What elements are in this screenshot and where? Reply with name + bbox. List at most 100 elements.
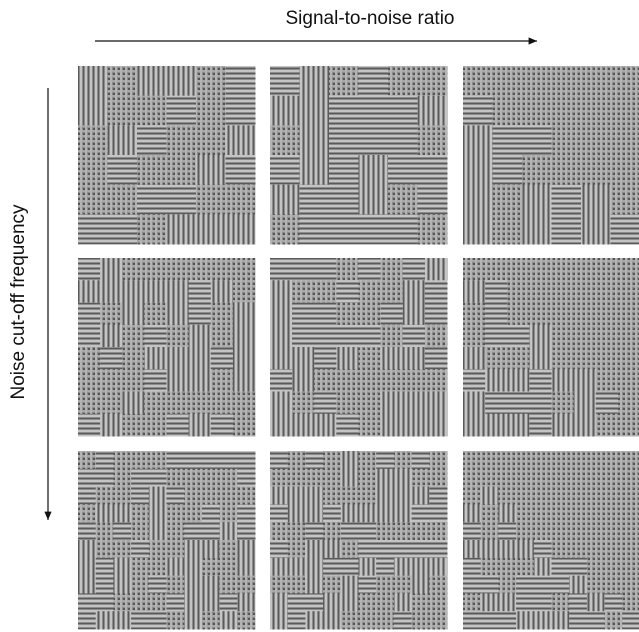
texture-patch (529, 280, 552, 303)
texture-patch (323, 522, 341, 540)
texture-patch (144, 414, 167, 437)
texture-patch (552, 347, 575, 370)
texture-patch (196, 185, 226, 215)
texture-patch (288, 558, 306, 576)
texture-patch (418, 125, 448, 155)
texture-patch (507, 258, 530, 281)
texture-patch (516, 469, 534, 487)
texture-patch (463, 185, 493, 215)
texture-patch (429, 451, 447, 469)
texture-patch (622, 540, 639, 558)
texture-patch (226, 214, 256, 244)
texture-patch (463, 280, 486, 303)
texture-patch (376, 504, 394, 522)
texture-patch (463, 593, 481, 611)
texture-patch (359, 258, 382, 281)
texture-patch (622, 469, 639, 487)
texture-patch (167, 303, 190, 326)
texture-patch (184, 451, 202, 469)
texture-patch (498, 540, 516, 558)
texture-patch (270, 369, 293, 392)
texture-patch (300, 66, 330, 96)
texture-patch (381, 325, 404, 348)
texture-patch (552, 325, 575, 348)
texture-patch (329, 125, 359, 155)
texture-patch (493, 66, 523, 96)
texture-patch (144, 392, 167, 415)
texture-patch (167, 214, 197, 244)
texture-patch (211, 414, 234, 437)
texture-patch (403, 303, 426, 326)
texture-patch (336, 280, 359, 303)
texture-patch (552, 392, 575, 415)
texture-patch (270, 504, 288, 522)
texture-patch (412, 576, 430, 594)
texture-patch (96, 469, 114, 487)
texture-patch (581, 214, 611, 244)
texture-patch (552, 66, 582, 96)
texture-patch (359, 487, 377, 505)
texture-patch (403, 325, 426, 348)
texture-patch (122, 258, 145, 281)
texture-patch (226, 96, 256, 126)
texture-patch (552, 540, 570, 558)
texture-patch (113, 593, 131, 611)
texture-patch (292, 392, 315, 415)
texture-patch (605, 540, 623, 558)
texture-patch (376, 558, 394, 576)
texture-patch (137, 214, 167, 244)
texture-patch (463, 214, 493, 244)
texture-patch (611, 214, 639, 244)
texture-patch (189, 280, 212, 303)
texture-patch (184, 522, 202, 540)
texture-patch (131, 593, 149, 611)
texture-patch (618, 280, 639, 303)
texture-patch (412, 487, 430, 505)
texture-patch (481, 611, 499, 629)
texture-patch (429, 558, 447, 576)
texture-patch (149, 522, 167, 540)
y-axis-label: Noise cut-off frequency (8, 204, 29, 400)
texture-patch (359, 280, 382, 303)
texture-patch (359, 214, 389, 244)
texture-patch (184, 469, 202, 487)
texture-patch (78, 504, 96, 522)
texture-patch (359, 558, 377, 576)
texture-patch (569, 487, 587, 505)
texture-patch (552, 125, 582, 155)
texture-patch (587, 576, 605, 594)
texture-patch (100, 369, 123, 392)
texture-patch (622, 611, 639, 629)
texture-patch (611, 185, 639, 215)
texture-patch (237, 487, 255, 505)
texture-patch (498, 451, 516, 469)
texture-patch (429, 540, 447, 558)
texture-patch (202, 504, 220, 522)
texture-patch (359, 522, 377, 540)
texture-patch (184, 611, 202, 629)
texture-patch (149, 451, 167, 469)
texture-patch (552, 280, 575, 303)
texture-patch (270, 185, 300, 215)
texture-patch (359, 185, 389, 215)
texture-patch (412, 522, 430, 540)
texture-patch (516, 522, 534, 540)
texture-patch (96, 522, 114, 540)
texture-tile (78, 258, 256, 437)
texture-patch (394, 558, 412, 576)
texture-patch (329, 214, 359, 244)
texture-patch (481, 540, 499, 558)
texture-patch (131, 451, 149, 469)
texture-patch (184, 487, 202, 505)
texture-patch (341, 504, 359, 522)
texture-patch (403, 369, 426, 392)
texture-patch (196, 155, 226, 185)
texture-patch (394, 576, 412, 594)
texture-patch (552, 258, 575, 281)
texture-patch (596, 392, 619, 415)
texture-patch (376, 576, 394, 594)
texture-patch (196, 125, 226, 155)
texture-patch (113, 469, 131, 487)
texture-patch (108, 66, 138, 96)
texture-patch (534, 558, 552, 576)
